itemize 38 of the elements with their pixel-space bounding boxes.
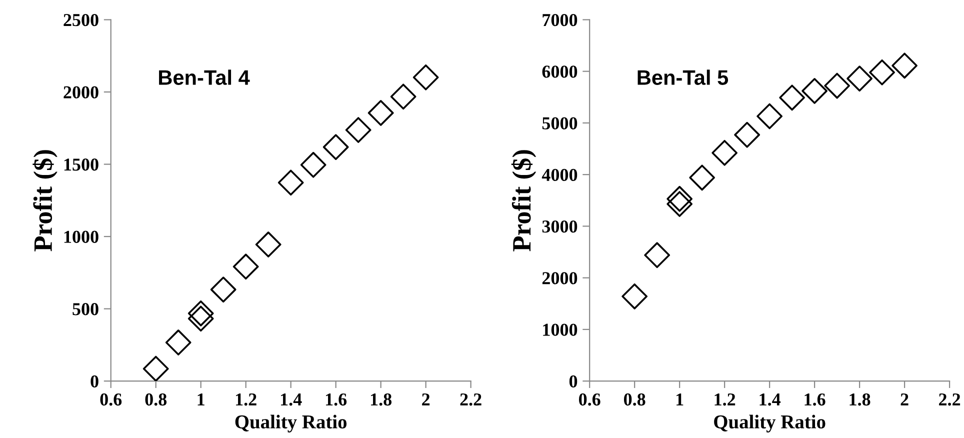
y-tick-label: 7000 [542,14,578,26]
x-tick-label: 0.8 [145,393,167,406]
x-tick-label: 1.6 [804,393,826,406]
x-tick-label: 1 [676,393,684,406]
x-tick-label: 0.8 [624,393,646,406]
x-tick-label: 0.6 [100,393,122,406]
y-tick-label: 3000 [542,220,578,233]
annotation: Ben-Tal 4 [159,70,250,85]
y-axis-title: Profit ($) [511,150,536,252]
y-axis-title: Profit ($) [32,150,58,252]
y-tick-label: 1000 [64,230,98,243]
y-tick-label: 1000 [543,324,578,336]
x-tick-label: 1.4 [760,393,781,406]
y-tick-label: 2000 [542,272,578,284]
y-tick-label: 2500 [64,14,98,26]
x-tick-label: 0.6 [578,393,600,406]
y-tick-label: 5000 [542,117,578,130]
x-axis-title: Quality Ratio [714,414,826,432]
y-tick-label: 2000 [64,86,98,98]
y-tick-label: 0 [569,375,578,388]
x-tick-label: 1.8 [850,393,870,406]
x-tick-label: 1.2 [714,393,736,406]
y-tick-label: 500 [72,303,98,316]
y-tick-label: 1500 [64,158,98,171]
x-tick-label: 1.6 [326,393,347,406]
y-tick-label: 4000 [542,168,578,182]
annotation: Ben-Tal 5 [638,70,728,85]
x-tick-label: 1.2 [236,393,256,406]
x-tick-label: 2 [900,393,908,406]
x-tick-label: 1.8 [370,393,392,406]
y-tick-label: 6000 [542,66,578,78]
x-tick-label: 2.2 [460,393,482,406]
x-tick-label: 2 [422,393,430,406]
x-tick-label: 1 [198,393,204,406]
x-tick-label: 2.2 [939,393,960,406]
x-tick-label: 1.4 [280,393,302,406]
y-tick-label: 0 [90,375,98,388]
x-axis-title: Quality Ratio [235,414,347,432]
